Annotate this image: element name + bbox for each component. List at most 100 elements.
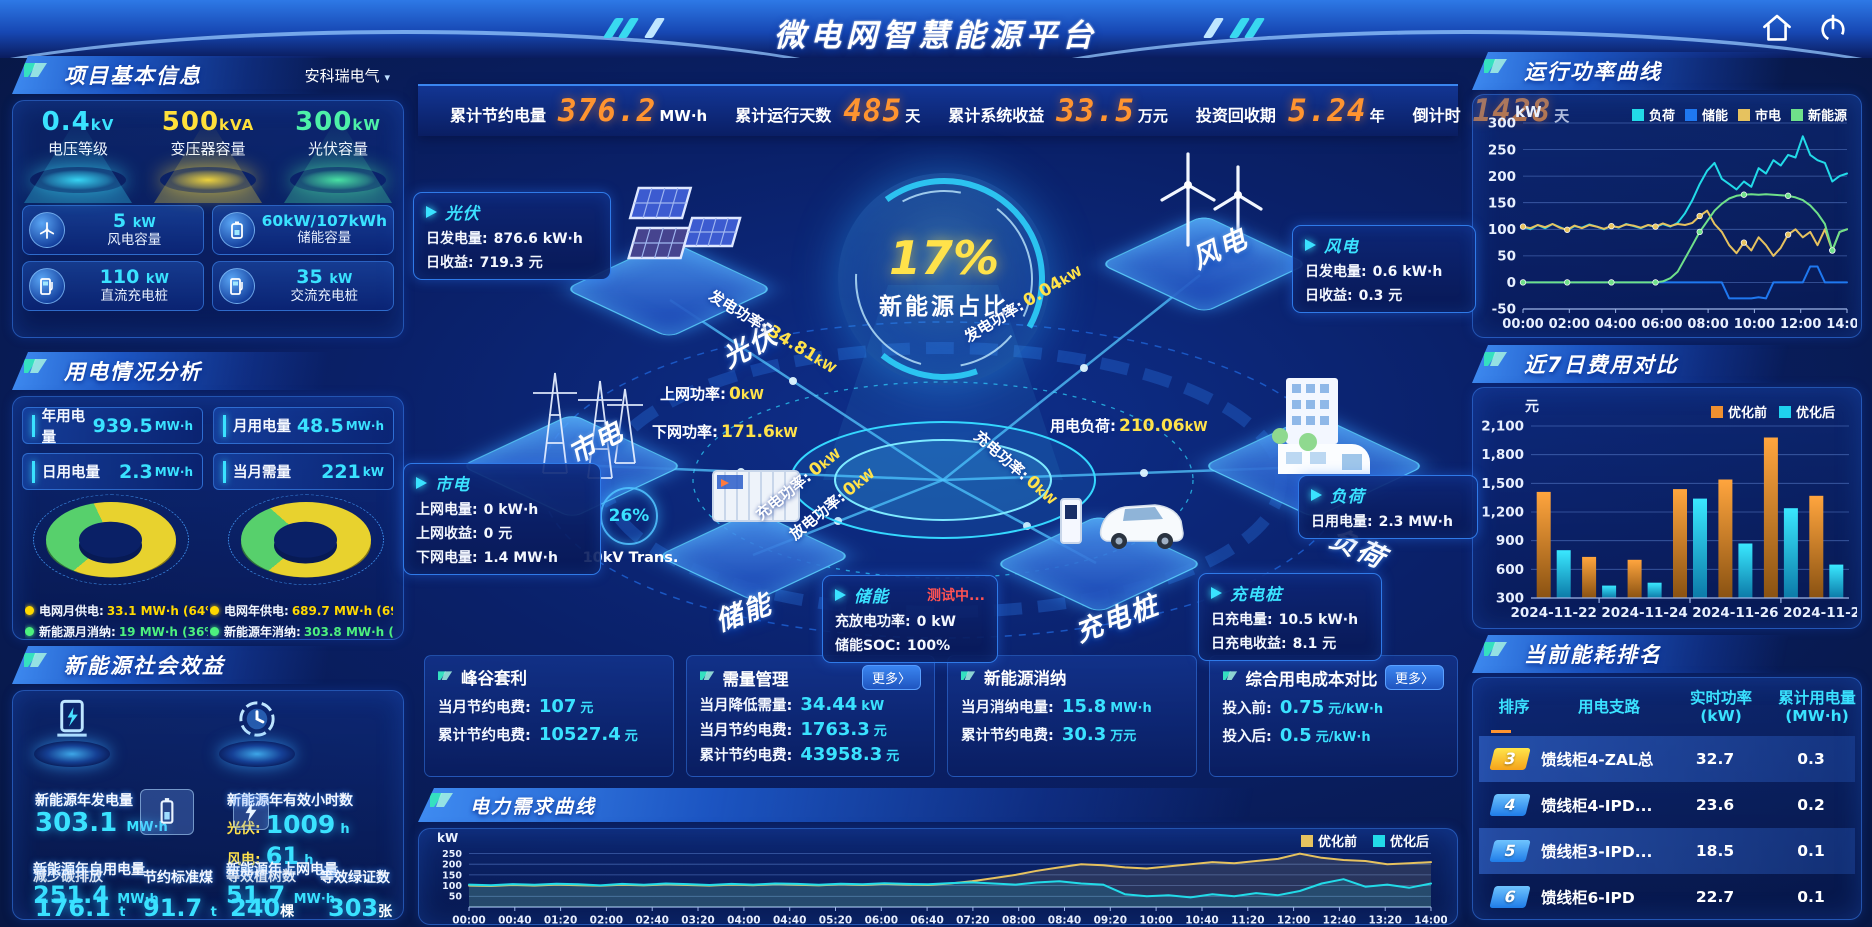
usage-stat: 当月需量 221 kW bbox=[213, 453, 394, 490]
svg-text:2024-11-24: 2024-11-24 bbox=[1601, 605, 1687, 621]
table-row[interactable]: 6 馈线柜6-IPD 22.7 0.1 bbox=[1479, 874, 1855, 919]
svg-text:150: 150 bbox=[1488, 195, 1516, 211]
kpi-item: 累计系统收益 33.5 万元 bbox=[934, 93, 1182, 129]
summary-card-row: 累计节约电费: 43958.3 元 bbox=[699, 744, 900, 765]
usage-stat-label: 当月需量 bbox=[233, 465, 291, 481]
panel-body-cost: 元 优化前 优化后 300 600 900 1,200 1,500 1,800 2,100 20… bbox=[1472, 387, 1862, 629]
generator-pedestal bbox=[30, 697, 114, 767]
benefit-coal-label: 节约标准煤 bbox=[143, 870, 213, 886]
panel-corner-icon bbox=[1484, 59, 1507, 73]
infobox-row: 上网电量: 0 kW·h bbox=[416, 502, 539, 518]
svg-text:10:00: 10:00 bbox=[1139, 915, 1172, 926]
usage-stat: 日用电量 2.3 MW·h bbox=[22, 453, 203, 490]
chevron-down-icon: ▾ bbox=[384, 70, 390, 84]
benefit-hours-label: 新能源年有效小时数 bbox=[227, 793, 353, 809]
kpi-item: 累计运行天数 485 天 bbox=[721, 93, 934, 129]
branch-name: 馈线柜3-IPD... bbox=[1541, 842, 1653, 861]
branch-name: 馈线柜4-ZAL总 bbox=[1541, 750, 1654, 769]
table-row[interactable]: 4 馈线柜4-IPD... 23.6 0.2 bbox=[1479, 782, 1855, 828]
battery-icon bbox=[218, 212, 255, 248]
legend-swatch bbox=[1372, 835, 1385, 847]
kpi-value: 376.2 bbox=[558, 93, 657, 129]
kpi-unit: 天 bbox=[1554, 105, 1569, 126]
usage-stat-value: 48.5 bbox=[296, 414, 344, 437]
glow-base bbox=[290, 167, 386, 193]
more-button[interactable]: 更多〉 bbox=[861, 665, 921, 690]
renewable-share-orb: 17% 新能源占比 bbox=[838, 173, 1050, 385]
legend-item: 优化后 bbox=[1778, 402, 1835, 421]
ranking-header-cell: 用电支路 bbox=[1577, 697, 1640, 716]
summary-card: 需量管理 更多〉 当月降低需量: 34.44 kW 当月节约电费: 1763.3 元累计节约电… bbox=[685, 655, 935, 777]
summary-card-title: 新能源消纳 bbox=[984, 669, 1067, 688]
legend-swatch bbox=[1684, 109, 1697, 121]
legend-dot bbox=[25, 606, 34, 615]
panel-title: 用电情况分析 bbox=[64, 360, 202, 384]
svg-text:150: 150 bbox=[442, 870, 462, 881]
usage-stat-value: 939.5 bbox=[92, 414, 153, 437]
summary-card-row: 投入前: 0.75 元/kW·h bbox=[1222, 697, 1384, 718]
benefit-self-label: 新能源年自用电量 bbox=[33, 862, 145, 878]
svg-text:1,200: 1,200 bbox=[1481, 505, 1524, 521]
cumulative-energy: 0.1 bbox=[1797, 841, 1825, 860]
spotlight-value: 500kVA bbox=[161, 107, 255, 137]
home-button[interactable] bbox=[1760, 12, 1794, 46]
benefit-cert-label: 等效绿证数 bbox=[320, 870, 390, 886]
svg-text:08:00: 08:00 bbox=[1687, 317, 1728, 332]
legend-label: 新能源年消纳: bbox=[224, 625, 301, 639]
more-button[interactable]: 更多〉 bbox=[1384, 665, 1444, 690]
svg-text:2024-11-22: 2024-11-22 bbox=[1511, 605, 1597, 621]
legend-item: 新能源 bbox=[1790, 105, 1847, 124]
svg-text:08:00: 08:00 bbox=[1002, 915, 1035, 926]
svg-text:02:40: 02:40 bbox=[635, 915, 668, 926]
panel-usage-analysis: 用电情况分析 年用电量 939.5 MW·h 月用电量 48.5 MW·h 日用电量 2.3 M… bbox=[12, 352, 404, 640]
rank-badge: 5 bbox=[1489, 839, 1531, 862]
summary-card: 综合用电成本对比 更多〉 投入前: 0.75 元/kW·h 投入后: 0.5 元/kW·h bbox=[1208, 655, 1458, 777]
cumulative-energy: 0.3 bbox=[1797, 749, 1825, 768]
power-button[interactable] bbox=[1816, 12, 1850, 46]
summary-card-row: 当月节约电费: 1763.3 元 bbox=[699, 719, 887, 740]
summary-card-row: 累计节约电费: 30.3 万元 bbox=[961, 724, 1137, 745]
kpi-label: 累计运行天数 bbox=[735, 106, 832, 125]
table-row[interactable]: 5 馈线柜3-IPD... 18.5 0.1 bbox=[1479, 827, 1855, 874]
arrow-icon bbox=[1305, 239, 1316, 251]
usage-stat-unit: kW bbox=[362, 464, 384, 479]
panel-header-cost: 近7日费用对比 bbox=[1472, 345, 1862, 383]
legend-dot bbox=[210, 627, 219, 636]
clock-icon bbox=[239, 701, 275, 737]
svg-text:2024-11-28: 2024-11-28 bbox=[1783, 605, 1857, 621]
arrow-icon bbox=[416, 477, 427, 489]
kpi-item: 累计节约电量 376.2 MW·h bbox=[436, 93, 721, 129]
panel-title: 近7日费用对比 bbox=[1524, 353, 1679, 377]
capacity-label: 交流充电桩 bbox=[290, 288, 359, 305]
kpi-label: 倒计时 bbox=[1412, 106, 1461, 125]
usage-stat-unit: MW·h bbox=[154, 418, 193, 433]
svg-text:13:20: 13:20 bbox=[1368, 915, 1401, 926]
svg-text:06:00: 06:00 bbox=[1641, 317, 1682, 332]
kpi-unit: 万元 bbox=[1137, 107, 1168, 125]
legend-item: 新能源月消纳:19 MW·h (36%) bbox=[25, 623, 208, 640]
summary-card: 峰谷套利 当月节约电费: 107 元累计节约电费: 10527.4 元 bbox=[424, 655, 674, 777]
panel-title: 新能源社会效益 bbox=[64, 654, 225, 678]
legend-swatch bbox=[1737, 109, 1750, 121]
arrow-icon bbox=[426, 206, 437, 218]
panel-body-ranking: 排序 用电支路 实时功率 (kW) 累计用电量 (MW·h) 3 馈线柜4-ZAL总 32.7… bbox=[1472, 677, 1862, 920]
infobox-row: 下网电量: 1.4 MW·h bbox=[416, 550, 558, 566]
summary-card-header: 需量管理 更多〉 bbox=[699, 665, 921, 690]
panel-title: 运行功率曲线 bbox=[1524, 60, 1662, 84]
realtime-power: 22.7 bbox=[1695, 887, 1735, 906]
svg-text:600: 600 bbox=[1496, 562, 1524, 578]
svg-text:0: 0 bbox=[1507, 275, 1516, 291]
panel-header-benefit: 新能源社会效益 bbox=[12, 646, 404, 684]
legend-label: 负荷 bbox=[1648, 109, 1675, 124]
scrollbar-thumb[interactable] bbox=[1491, 729, 1511, 733]
table-row[interactable]: 3 馈线柜4-ZAL总 32.7 0.3 bbox=[1479, 735, 1855, 782]
y-axis-unit: kW bbox=[1515, 103, 1542, 121]
legend-dot bbox=[210, 606, 219, 615]
company-select[interactable]: 安科瑞电气 ▾ bbox=[304, 66, 390, 85]
card-corner-icon bbox=[961, 670, 976, 680]
panel-corner-icon bbox=[430, 793, 453, 807]
rank-badge: 6 bbox=[1489, 885, 1531, 908]
panel-body-project: 0.4kV 电压等级 500kVA 变压器容量 300kW 光伏容量 5 kW 风电容量 60… bbox=[12, 100, 404, 338]
